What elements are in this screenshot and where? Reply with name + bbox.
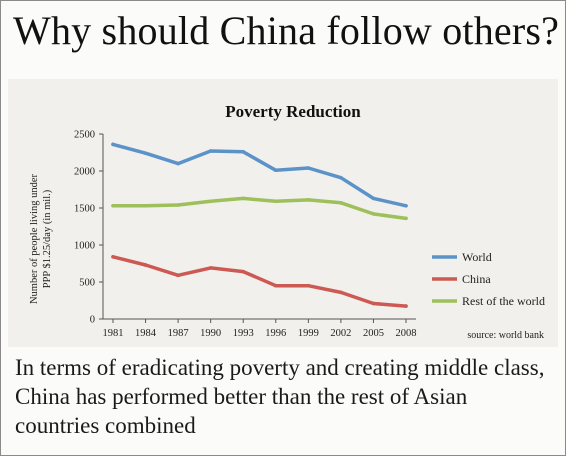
data-point-rest-of-the-world [176,203,180,207]
y-axis-label-line1: Number of people living under [29,173,40,304]
data-point-world [339,175,343,180]
y-axis-label-line2: PPP $1.25/day (in mil.) [42,189,53,288]
data-point-china [306,283,311,288]
data-point-rest-of-the-world [273,199,278,204]
data-point-rest-of-the-world [306,198,311,202]
x-tick-label: 1990 [200,328,221,339]
data-point-rest-of-the-world [111,203,115,208]
legend-label-china: China [462,272,491,286]
data-point-rest-of-the-world [143,203,148,208]
data-point-world [208,149,213,153]
data-point-china [371,301,376,306]
y-tick-label: 1000 [74,241,95,252]
data-point-china [111,255,115,259]
data-point-china [273,283,278,288]
x-tick-label: 1981 [103,328,124,339]
y-tick-label: 500 [79,278,95,289]
data-point-china [404,304,408,308]
y-tick-label: 0 [90,315,95,326]
data-point-rest-of-the-world [241,196,246,201]
data-point-world [306,166,311,170]
slide-caption: In terms of eradicating poverty and crea… [15,355,545,438]
x-tick-label: 1987 [168,328,189,339]
data-point-world [371,196,376,201]
poverty-line-chart: Poverty Reduction Number of people livin… [29,102,545,341]
data-point-china [339,290,343,295]
legend-label-world: World [462,250,492,264]
slide-title: Why should China follow others? [13,8,560,53]
data-point-rest-of-the-world [208,199,213,204]
data-point-rest-of-the-world [339,201,343,205]
series-line-world [111,142,408,208]
data-point-world [143,151,148,156]
data-point-world [404,203,408,208]
data-point-world [111,142,115,147]
data-point-china [176,273,180,278]
data-point-world [176,161,180,166]
x-tick-label: 1984 [135,328,157,339]
series-line-rest-of-the-world [111,196,408,221]
data-point-china [143,263,148,267]
chart-axes: 0 500 1000 1500 2000 2500 1981 1984 1987 1990 1993… [74,130,417,340]
source-note: source: world bank [467,330,544,341]
y-tick-label: 1500 [74,204,95,215]
legend-label-rest-of-the-world: Rest of the world [462,294,545,308]
data-point-world [273,168,278,173]
y-tick-label: 2000 [74,167,95,178]
y-tick-label: 2500 [74,130,95,141]
data-point-rest-of-the-world [371,212,376,216]
data-point-china [241,269,246,274]
x-tick-label: 1999 [298,328,319,339]
x-tick-label: 2002 [330,328,351,339]
series-layer [111,142,408,308]
chart-title: Poverty Reduction [225,102,361,121]
x-tick-label: 2008 [396,328,417,339]
data-point-china [208,266,213,270]
x-tick-label: 2005 [363,328,384,339]
data-point-rest-of-the-world [404,216,408,221]
chart-legend: World China Rest of the world [432,250,545,308]
series-line-china [111,255,408,308]
x-tick-label: 1993 [233,328,254,339]
chart-area: Poverty Reduction Number of people livin… [8,79,558,347]
data-point-world [241,149,246,154]
x-tick-label: 1996 [265,328,286,339]
